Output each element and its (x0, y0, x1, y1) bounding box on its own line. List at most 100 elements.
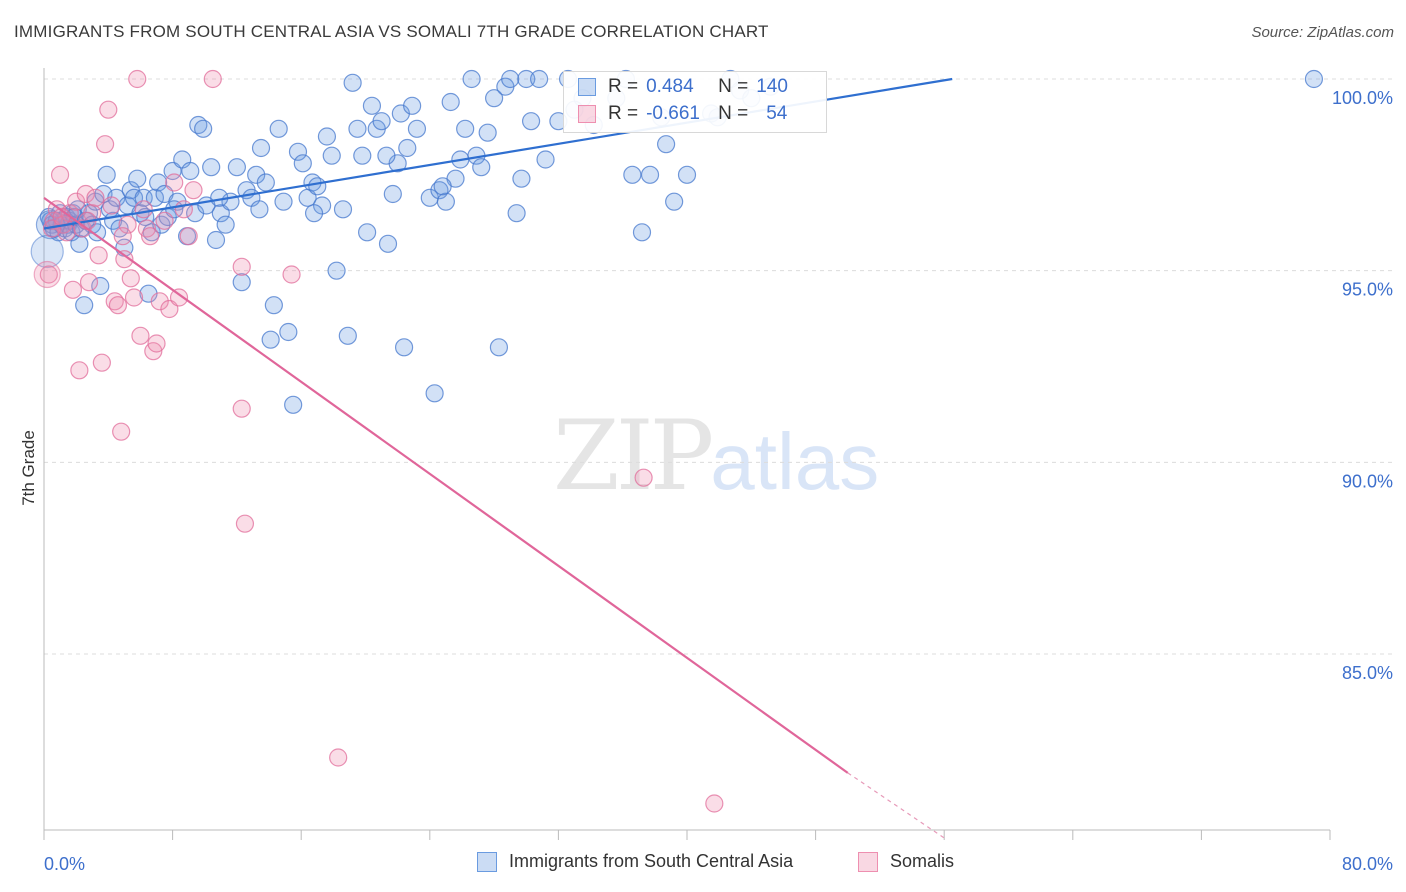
data-point-south-central-asia (462, 69, 481, 89)
data-point-somalis (76, 184, 95, 204)
data-point-somalis (128, 69, 147, 89)
data-point-south-central-asia (97, 165, 116, 184)
trend-line-somalis (43, 196, 849, 774)
trend-lines (43, 77, 953, 839)
y-tick-label: 95.0% (1342, 280, 1393, 300)
data-point-somalis (108, 296, 128, 315)
watermark-atlas: atlas (710, 417, 880, 506)
bottom-legend-item-series2[interactable]: Somalis (858, 851, 954, 872)
data-point-south-central-asia (677, 165, 697, 184)
data-point-somalis (282, 265, 301, 284)
data-point-south-central-asia (530, 69, 549, 89)
data-point-somalis (115, 250, 134, 269)
bottom-legend-label: Somalis (890, 851, 955, 871)
data-point-south-central-asia (145, 188, 165, 207)
data-point-somalis (203, 69, 222, 89)
data-point-south-central-asia (227, 158, 246, 177)
data-point-south-central-asia (665, 192, 684, 211)
data-point-south-central-asia (247, 165, 266, 184)
data-point-south-central-asia (657, 135, 676, 154)
data-point-south-central-asia (507, 204, 526, 223)
data-point-somalis (39, 265, 58, 284)
x-tick-label: 80.0% (1342, 854, 1393, 874)
legend-swatch-blue (578, 78, 596, 96)
data-point-south-central-asia (383, 184, 402, 204)
data-point-south-central-asia (353, 146, 372, 165)
data-point-south-central-asia (293, 154, 312, 173)
legend-n-value: 54 (766, 103, 788, 124)
data-point-south-central-asia (362, 96, 382, 115)
data-point-south-central-asia (436, 192, 455, 211)
data-point-somalis (634, 468, 653, 487)
data-point-south-central-asia (284, 395, 303, 414)
data-point-south-central-asia (250, 200, 269, 219)
data-point-south-central-asia (304, 204, 324, 223)
data-point-somalis (33, 260, 61, 289)
data-point-south-central-asia (327, 261, 346, 280)
data-point-south-central-asia (91, 276, 110, 296)
bottom-legend-swatch-pink (858, 851, 878, 872)
data-point-south-central-asia (398, 138, 417, 158)
watermark: ZIPatlas (553, 400, 879, 512)
data-point-south-central-asia (206, 230, 226, 250)
data-point-somalis (131, 326, 150, 345)
trend-line-somalis-extension (847, 772, 945, 839)
data-point-south-central-asia (194, 119, 213, 138)
legend-r-label: R = (608, 103, 639, 124)
data-point-south-central-asia (377, 146, 396, 165)
data-point-south-central-asia (269, 119, 288, 138)
bottom-legend-label: Immigrants from South Central Asia (509, 851, 794, 871)
data-point-south-central-asia (536, 150, 555, 169)
legend-r-value: 0.484 (646, 76, 694, 97)
data-point-somalis (70, 361, 89, 380)
data-point-somalis (140, 227, 160, 246)
data-point-somalis (50, 165, 70, 184)
tick-labels: 85.0% 90.0% 95.0% 100.0% 0.0% 80.0% (44, 88, 1393, 874)
data-point-south-central-asia (322, 146, 341, 165)
legend-n-label: N = (718, 103, 749, 124)
data-point-south-central-asia (521, 112, 541, 131)
data-point-south-central-asia (632, 223, 652, 242)
data-point-somalis (155, 211, 174, 230)
x-tick-label: 0.0% (44, 854, 85, 874)
data-point-south-central-asia (512, 169, 531, 188)
data-point-somalis (112, 422, 131, 441)
bottom-legend: Immigrants from South Central Asia Somal… (0, 851, 1406, 879)
data-point-somalis (174, 200, 193, 219)
data-point-south-central-asia (232, 273, 251, 292)
data-point-somalis (165, 173, 184, 192)
y-tick-label: 85.0% (1342, 663, 1393, 683)
data-point-south-central-asia (216, 215, 235, 234)
data-point-somalis (124, 288, 144, 307)
data-point-somalis (67, 192, 86, 211)
bottom-legend-item-series1[interactable]: Immigrants from South Central Asia (477, 851, 793, 872)
data-point-south-central-asia (433, 177, 452, 196)
data-point-south-central-asia (1304, 69, 1324, 89)
bottom-legend-swatch-blue (477, 851, 497, 872)
data-point-south-central-asia (264, 296, 283, 315)
data-point-south-central-asia (425, 384, 444, 403)
grid (44, 78, 1392, 655)
chart-title: IMMIGRANTS FROM SOUTH CENTRAL ASIA VS SO… (14, 22, 769, 41)
data-point-south-central-asia (279, 322, 298, 342)
data-point-somalis (79, 273, 99, 292)
data-point-somalis (169, 288, 189, 307)
data-point-south-central-asia (501, 69, 520, 89)
data-point-south-central-asia (202, 158, 221, 177)
data-point-south-central-asia (478, 123, 497, 142)
data-point-somalis (184, 181, 203, 200)
data-point-somalis (232, 257, 251, 276)
data-point-somalis (232, 399, 251, 418)
data-point-somalis (150, 292, 169, 311)
legend-row-series1: R = 0.484 N = 140 (578, 74, 788, 100)
legend-swatch-pink (578, 105, 596, 123)
data-point-south-central-asia (378, 234, 398, 253)
data-point-south-central-asia (394, 338, 414, 357)
data-point-south-central-asia (640, 165, 660, 184)
data-point-south-central-asia (372, 112, 391, 131)
data-point-south-central-asia (75, 296, 94, 315)
data-point-south-central-asia (317, 127, 337, 146)
data-point-somalis (121, 269, 140, 288)
data-point-south-central-asia (251, 138, 271, 158)
